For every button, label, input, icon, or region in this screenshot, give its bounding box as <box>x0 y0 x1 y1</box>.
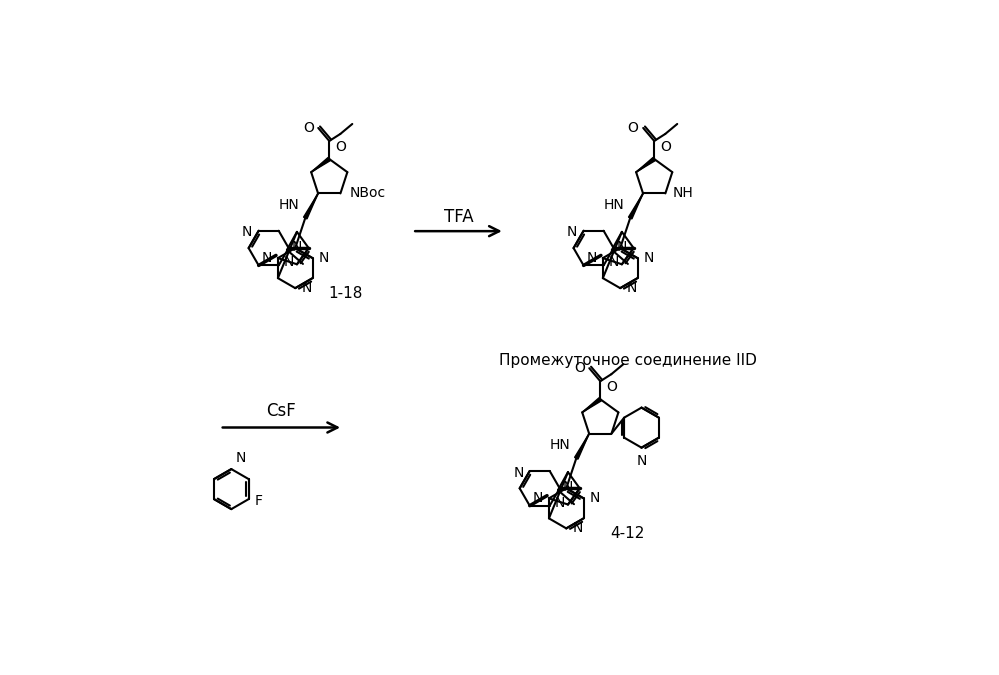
Polygon shape <box>574 433 589 459</box>
Text: 4-12: 4-12 <box>610 526 645 541</box>
Text: O: O <box>335 140 346 154</box>
Polygon shape <box>628 194 643 219</box>
Text: O: O <box>605 381 616 394</box>
Polygon shape <box>582 398 601 412</box>
Text: N: N <box>284 255 294 269</box>
Text: HN: HN <box>603 198 624 212</box>
Text: CsF: CsF <box>267 402 297 420</box>
Text: N: N <box>636 454 646 468</box>
Text: NBoc: NBoc <box>350 186 386 200</box>
Text: N: N <box>567 225 577 240</box>
Text: O: O <box>303 121 314 135</box>
Text: TFA: TFA <box>444 209 474 226</box>
Polygon shape <box>311 157 331 172</box>
Text: N: N <box>586 251 596 265</box>
Text: O: O <box>627 121 638 135</box>
Text: N: N <box>513 466 523 479</box>
Text: NH: NH <box>673 186 694 200</box>
Text: O: O <box>573 361 584 375</box>
Polygon shape <box>636 157 655 172</box>
Text: N: N <box>643 251 654 265</box>
Text: N: N <box>626 281 636 295</box>
Text: HN: HN <box>549 438 570 452</box>
Text: N: N <box>532 491 542 506</box>
Text: 1-18: 1-18 <box>328 286 363 301</box>
Text: O: O <box>659 140 670 154</box>
Text: N: N <box>319 251 329 265</box>
Text: N: N <box>292 240 302 254</box>
Text: N: N <box>572 521 582 535</box>
Polygon shape <box>304 194 318 219</box>
Text: N: N <box>302 281 312 295</box>
Text: Промежуточное соединение IID: Промежуточное соединение IID <box>499 353 757 368</box>
Text: N: N <box>589 491 600 506</box>
Text: N: N <box>242 225 253 240</box>
Text: N: N <box>554 495 564 510</box>
Text: N: N <box>235 451 246 465</box>
Text: N: N <box>616 240 627 254</box>
Text: N: N <box>262 251 272 265</box>
Text: N: N <box>562 480 573 494</box>
Text: HN: HN <box>279 198 299 212</box>
Text: F: F <box>255 494 263 508</box>
Text: N: N <box>608 255 618 269</box>
